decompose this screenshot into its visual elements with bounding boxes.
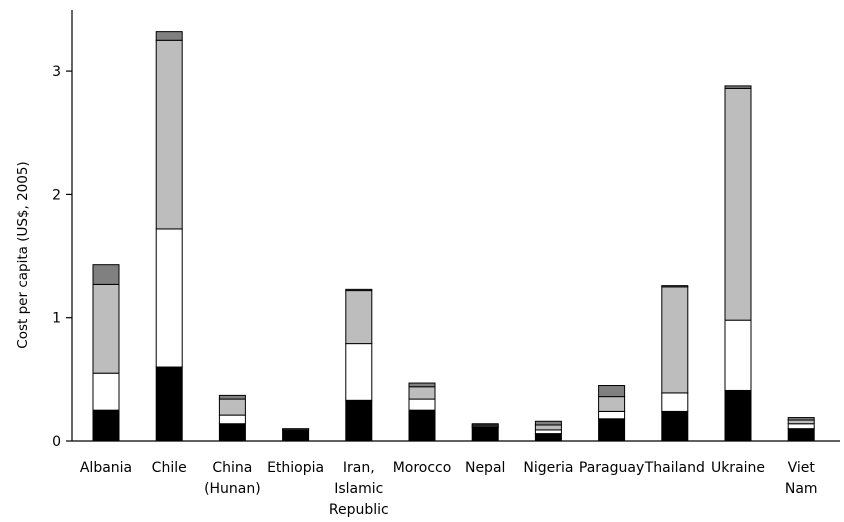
bars-group bbox=[92, 31, 815, 442]
x-category-label: Nigeria bbox=[523, 460, 573, 476]
y-tick-label: 1 bbox=[52, 311, 61, 327]
bar-segment-9-1 bbox=[598, 418, 626, 442]
bar-segment-3-2 bbox=[218, 414, 246, 425]
x-category-label: China (Hunan) bbox=[204, 460, 261, 497]
bar-segment-5-4 bbox=[345, 288, 373, 292]
bar-segment-6-3 bbox=[408, 386, 436, 400]
bar-segment-2-1 bbox=[155, 366, 183, 442]
y-tick-labels: 0 1 2 3 bbox=[52, 64, 61, 450]
y-tick-label: 2 bbox=[52, 187, 61, 203]
axes-group bbox=[66, 10, 840, 442]
x-category-label: Albania bbox=[80, 460, 132, 476]
y-tick-label: 3 bbox=[52, 64, 61, 80]
bar-segment-10-1 bbox=[661, 410, 689, 442]
bar-segment-10-2 bbox=[661, 392, 689, 412]
bar-segment-11-3 bbox=[724, 87, 752, 321]
bar-segment-7-4 bbox=[471, 423, 499, 426]
x-category-label: Morocco bbox=[393, 460, 452, 476]
bar-segment-2-4 bbox=[155, 31, 183, 41]
bar-segment-1-2 bbox=[92, 372, 120, 411]
x-category-label: Viet Nam bbox=[785, 460, 818, 497]
bar-segment-2-2 bbox=[155, 228, 183, 368]
bar-segment-5-3 bbox=[345, 290, 373, 345]
x-category-label: Ethiopia bbox=[267, 460, 324, 476]
x-category-labels: Albania Chile China (Hunan) Ethiopia Iran, Isl… bbox=[80, 460, 818, 518]
bar-segment-3-3 bbox=[218, 398, 246, 416]
x-category-label: Nepal bbox=[465, 460, 505, 476]
bar-segment-7-1 bbox=[471, 426, 499, 442]
bar-segment-9-3 bbox=[598, 396, 626, 412]
bar-segment-2-3 bbox=[155, 39, 183, 230]
bar-segment-11-1 bbox=[724, 389, 752, 442]
bar-segment-11-4 bbox=[724, 85, 752, 89]
bar-segment-5-2 bbox=[345, 343, 373, 401]
bar-segment-12-2 bbox=[787, 423, 815, 430]
y-tick-label: 0 bbox=[52, 434, 61, 450]
bar-segment-10-3 bbox=[661, 286, 689, 394]
x-category-label: Paraguay bbox=[579, 460, 644, 476]
bar-segment-8-3 bbox=[534, 424, 562, 431]
bar-segment-8-1 bbox=[534, 433, 562, 442]
bar-segment-6-4 bbox=[408, 382, 436, 388]
x-category-label: Thailand bbox=[644, 460, 705, 476]
bar-segment-9-2 bbox=[598, 410, 626, 420]
y-axis-label: Cost per capita (US$, 2005) bbox=[15, 161, 31, 348]
bar-segment-4-1 bbox=[282, 429, 310, 442]
bar-segment-8-4 bbox=[534, 420, 562, 426]
x-category-label: Iran, Islamic Republic bbox=[329, 460, 389, 518]
bar-segment-1-4 bbox=[92, 264, 120, 285]
bar-segment-4-4 bbox=[282, 428, 310, 431]
bar-segment-1-3 bbox=[92, 283, 120, 374]
bar-segment-6-1 bbox=[408, 409, 436, 442]
bar-segment-5-1 bbox=[345, 399, 373, 442]
bar-segment-12-4 bbox=[787, 417, 815, 421]
bar-segment-3-1 bbox=[218, 423, 246, 442]
bar-segment-8-2 bbox=[534, 429, 562, 435]
bar-segment-10-4 bbox=[661, 285, 689, 288]
x-category-label: Chile bbox=[152, 460, 187, 476]
bar-segment-6-2 bbox=[408, 398, 436, 411]
bar-segment-11-2 bbox=[724, 319, 752, 391]
bar-segment-12-3 bbox=[787, 419, 815, 425]
bar-segment-9-4 bbox=[598, 385, 626, 398]
bar-segment-12-1 bbox=[787, 428, 815, 442]
x-category-label: Ukraine bbox=[711, 460, 765, 476]
bar-segment-1-1 bbox=[92, 409, 120, 442]
bar-segment-3-4 bbox=[218, 394, 246, 400]
